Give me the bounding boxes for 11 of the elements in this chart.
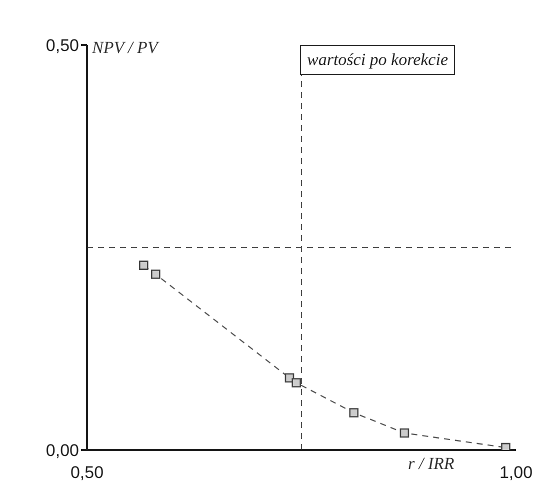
point xyxy=(150,270,160,279)
point xyxy=(400,428,410,438)
chart-title: wartości po korekcie xyxy=(300,45,455,75)
x-axis-title: r / IRR xyxy=(408,454,454,474)
point xyxy=(501,442,510,450)
y-tick-label: 0,00 xyxy=(46,441,79,460)
point xyxy=(349,408,358,418)
point xyxy=(138,260,148,270)
y-axis-title: NPV / PV xyxy=(92,38,158,58)
x-tick-label: 1,00 xyxy=(499,463,533,482)
point xyxy=(292,378,301,388)
